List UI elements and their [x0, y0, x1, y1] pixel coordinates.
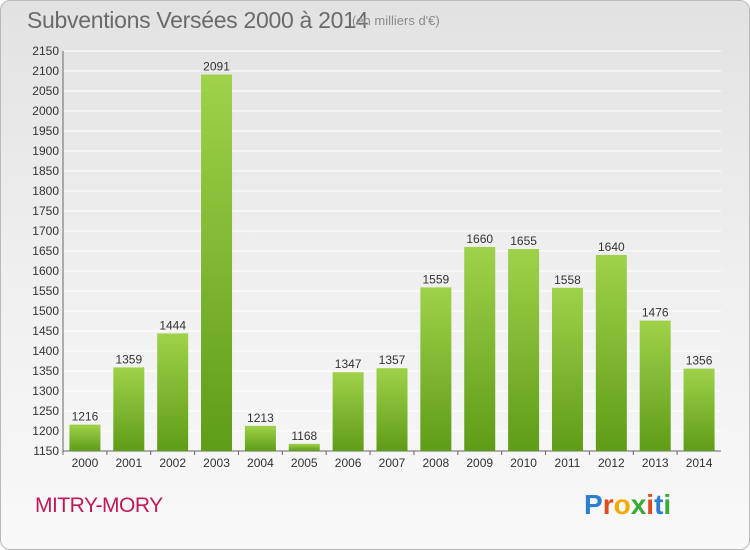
bar [288, 443, 320, 451]
data-label: 1660 [466, 232, 493, 246]
y-tick-label: 1700 [32, 224, 59, 238]
logo-letter: i [663, 489, 672, 520]
x-tick-label: 2003 [203, 456, 230, 470]
bar [464, 247, 496, 451]
data-label: 1558 [554, 273, 581, 287]
bar [508, 249, 540, 451]
bar [157, 333, 189, 451]
logo-letter: i [646, 489, 655, 520]
proxiti-logo[interactable]: Proxiti [584, 489, 671, 521]
x-tick-labels: 2000 2001 2002 2003 2004 2005 2006 2007 2008 2009… [72, 456, 713, 470]
bar [113, 367, 145, 451]
y-tick-label: 1350 [32, 364, 59, 378]
y-tick-label: 1300 [32, 384, 59, 398]
x-tick-label: 2008 [423, 456, 450, 470]
data-label: 1559 [423, 272, 450, 286]
logo-letter: r [602, 489, 614, 520]
y-tick-label: 2000 [32, 104, 59, 118]
data-label: 1356 [686, 354, 713, 368]
bar [551, 287, 583, 451]
data-label: 1347 [335, 357, 362, 371]
bar [683, 368, 715, 451]
data-label: 1213 [247, 411, 274, 425]
data-labels: 1216 1359 1444 2091 1213 1168 1347 1357 1559 1660… [72, 60, 713, 443]
y-tick-label: 1250 [32, 404, 59, 418]
x-tick-label: 2006 [335, 456, 362, 470]
bar [201, 74, 233, 451]
y-tick-label: 1850 [32, 164, 59, 178]
logo-letter: o [613, 489, 631, 520]
y-tick-label: 2050 [32, 84, 59, 98]
data-label: 1640 [598, 240, 625, 254]
y-tick-label: 1450 [32, 324, 59, 338]
bar [639, 320, 671, 451]
bar [332, 372, 364, 451]
x-tick-label: 2010 [510, 456, 537, 470]
x-tick-label: 2002 [159, 456, 186, 470]
y-tick-label: 1600 [32, 264, 59, 278]
y-tick-label: 1650 [32, 244, 59, 258]
x-tick-label: 2007 [379, 456, 406, 470]
x-tick-label: 2001 [115, 456, 142, 470]
x-tick-label: 2012 [598, 456, 625, 470]
data-label: 1168 [291, 429, 317, 443]
y-tick-label: 1750 [32, 204, 59, 218]
data-label: 2091 [203, 60, 230, 74]
bar [595, 255, 627, 451]
y-tick-label: 1950 [32, 124, 59, 138]
logo-letter: x [630, 489, 647, 520]
bar [376, 368, 408, 451]
x-tick-label: 2014 [686, 456, 713, 470]
data-label: 1655 [510, 234, 537, 248]
y-tick-label: 1500 [32, 304, 59, 318]
bar [69, 424, 101, 451]
y-tick-label: 1800 [32, 184, 59, 198]
x-tick-label: 2011 [555, 456, 581, 470]
bar [244, 425, 276, 451]
y-tick-label: 2100 [32, 64, 59, 78]
logo-letter: t [654, 489, 664, 520]
data-label: 1359 [115, 352, 142, 366]
y-tick-label: 1900 [32, 144, 59, 158]
chart-title: Subventions Versées 2000 à 2014 [27, 7, 369, 33]
data-label: 1476 [642, 306, 669, 320]
logo-letter: P [584, 489, 603, 520]
x-tick-label: 2005 [291, 456, 318, 470]
y-tick-label: 2150 [32, 44, 59, 58]
y-tick-labels: 1150 1200 1250 1300 1350 1400 1450 1500 1550 1600… [32, 44, 59, 458]
y-tick-label: 1150 [33, 444, 59, 458]
chart-unit: (en milliers d'€) [352, 13, 440, 28]
data-label: 1216 [72, 410, 99, 424]
bars [69, 74, 715, 451]
y-tick-label: 1400 [32, 344, 59, 358]
x-tick-label: 2000 [72, 456, 99, 470]
bar [420, 287, 452, 451]
data-label: 1444 [159, 318, 186, 332]
y-tick-label: 1200 [32, 424, 59, 438]
x-tick-label: 2013 [642, 456, 669, 470]
x-tick-label: 2009 [466, 456, 493, 470]
city-name: MITRY-MORY [35, 494, 163, 517]
x-tick-label: 2004 [247, 456, 274, 470]
y-tick-label: 1550 [32, 284, 59, 298]
data-label: 1357 [379, 353, 406, 367]
